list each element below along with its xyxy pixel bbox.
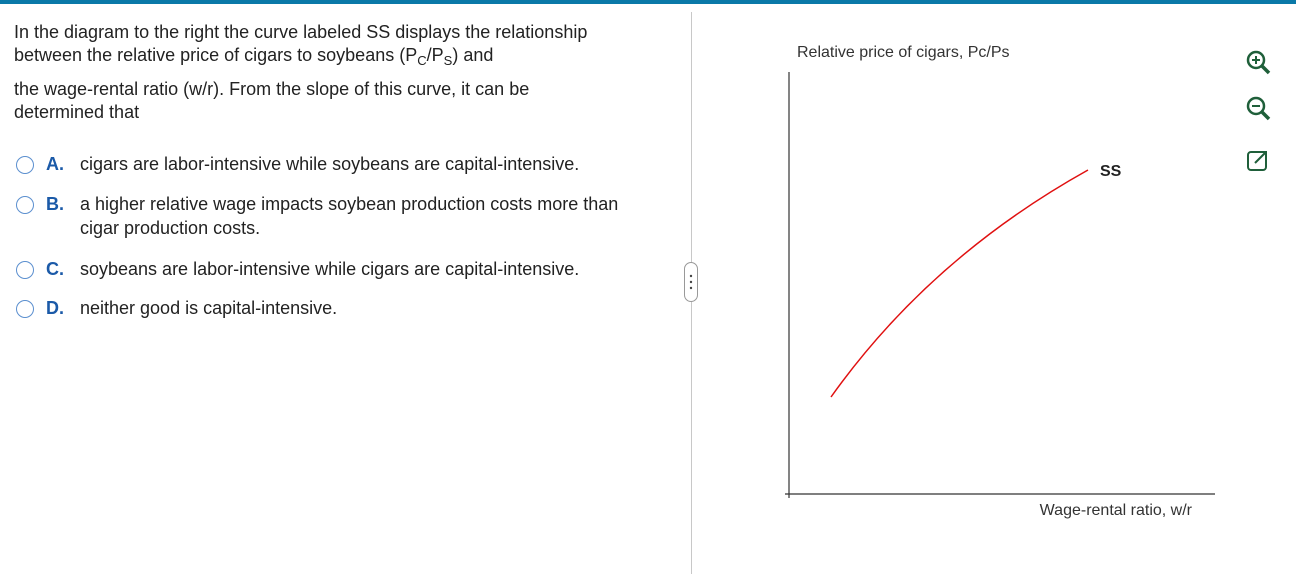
ss-curve bbox=[830, 169, 1089, 398]
symbol: P bbox=[431, 45, 444, 65]
toolbar bbox=[1246, 50, 1271, 171]
option-text: soybeans are labor-intensive while cigar… bbox=[80, 259, 580, 279]
subscript: C bbox=[417, 53, 427, 68]
zoom-in[interactable] bbox=[1246, 50, 1271, 75]
option-text: cigars are labor-intensive while soybean… bbox=[80, 154, 580, 174]
radio[interactable] bbox=[16, 261, 34, 279]
question-text: the wage-rental ratio (w/r). From the sl… bbox=[14, 79, 530, 122]
option-text: neither good is capital-intensive. bbox=[80, 298, 338, 318]
option[interactable]: B. a higher relative wage impacts soybea… bbox=[0, 192, 680, 242]
radio[interactable] bbox=[16, 156, 34, 174]
radio[interactable] bbox=[16, 300, 34, 318]
diagram: Relative price of cigars, Pc/Ps Wage-ren… bbox=[785, 44, 1215, 519]
option-letter: B. bbox=[46, 194, 64, 214]
option[interactable]: C. soybeans are labor-intensive while ci… bbox=[0, 257, 680, 287]
option-letter: C. bbox=[46, 259, 64, 279]
resize-handle[interactable] bbox=[684, 262, 698, 302]
option-text: a higher relative wage impacts soybean p… bbox=[80, 194, 619, 238]
question-text: In the diagram to the right the curve la… bbox=[14, 21, 654, 67]
top-bar bbox=[0, 0, 1296, 4]
radio[interactable] bbox=[16, 196, 34, 214]
handle-dots bbox=[689, 274, 693, 290]
question-part: ) and bbox=[452, 45, 494, 65]
curve-label: SS bbox=[1100, 163, 1122, 180]
option[interactable]: A. cigars are labor-intensive while soyb… bbox=[0, 152, 680, 182]
y-axis-label: Relative price of cigars, Pc/Ps bbox=[797, 44, 1010, 61]
open-external[interactable] bbox=[1247, 151, 1267, 171]
x-axis-label: Wage-rental ratio, w/r bbox=[1040, 502, 1193, 519]
option-letter: D. bbox=[46, 298, 64, 318]
option-letter: A. bbox=[46, 154, 64, 174]
option[interactable]: D. neither good is capital-intensive. bbox=[0, 296, 680, 326]
zoom-out[interactable] bbox=[1246, 96, 1271, 121]
subscript: S bbox=[443, 53, 453, 68]
symbol: / bbox=[426, 45, 432, 65]
question-part: In the diagram to the right the curve la… bbox=[14, 22, 588, 65]
symbol: P bbox=[405, 45, 418, 65]
